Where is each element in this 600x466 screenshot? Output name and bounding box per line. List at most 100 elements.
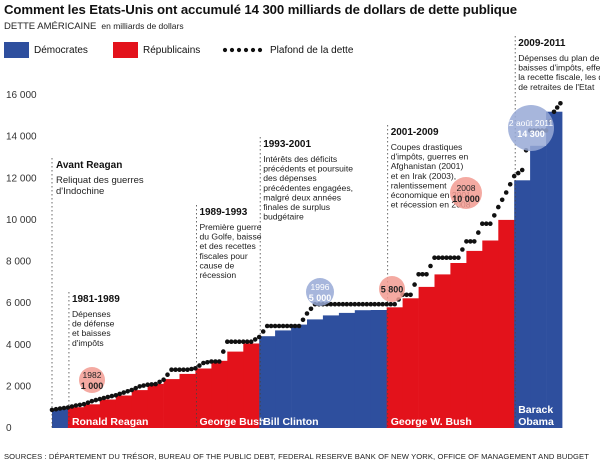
- debt-ceiling-dot: [432, 255, 437, 260]
- debt-ceiling-dot: [468, 239, 473, 244]
- legend-label-democrat: Démocrates: [34, 45, 88, 56]
- debt-ceiling-dot: [424, 272, 429, 277]
- debt-bar: [291, 324, 308, 428]
- y-tick-label: 8 000: [6, 257, 31, 268]
- debt-ceiling-dot: [496, 204, 501, 210]
- y-tick-label: 0: [6, 423, 12, 434]
- annotation-text: Dépenses de défense et baisses d'impôts: [72, 309, 115, 348]
- debt-ceiling-dot: [368, 301, 374, 307]
- debt-ceiling-dot: [129, 387, 134, 393]
- debt-ceiling-dot: [117, 391, 122, 397]
- y-tick-label: 6 000: [6, 298, 31, 309]
- debt-ceiling-dot: [276, 323, 282, 329]
- debt-ceiling-dot: [480, 221, 485, 226]
- presidency-label: George W. Bush: [391, 416, 472, 428]
- legend-ceiling-dot: [229, 47, 235, 53]
- milestone-bubble: [508, 105, 554, 151]
- debt-ceiling-dot: [340, 301, 346, 307]
- annotation-title: Avant Reagan: [56, 160, 122, 171]
- legend-label-republican: Républicains: [143, 45, 200, 56]
- debt-bar: [498, 219, 515, 428]
- debt-ceiling-dot: [336, 301, 342, 307]
- legend-ceiling-dot: [257, 47, 263, 53]
- debt-bar: [402, 298, 419, 428]
- debt-ceiling-dot: [97, 396, 103, 402]
- debt-ceiling-dot: [133, 385, 138, 391]
- sources-note: SOURCES : DÉPARTEMENT DU TRÉSOR, BUREAU …: [4, 452, 589, 461]
- debt-ceiling-dot: [205, 360, 210, 365]
- debt-bar: [99, 399, 117, 428]
- debt-ceiling-dot: [388, 301, 394, 307]
- chart-subtitle: DETTE AMÉRICAINE en milliards de dollars: [4, 21, 184, 32]
- debt-bar: [275, 330, 292, 428]
- debt-ceiling-dot: [332, 301, 338, 307]
- legend-ceiling-dot: [236, 47, 242, 53]
- debt-ceiling-dot: [264, 323, 270, 329]
- debt-ceiling-dot: [177, 367, 182, 373]
- debt-ceiling-dot: [364, 301, 370, 307]
- debt-bar: [418, 286, 435, 428]
- debt-ceiling-dot: [109, 393, 115, 399]
- debt-ceiling-dot: [260, 329, 266, 334]
- annotation-text: Reliquat des guerres d'Indochine: [56, 175, 144, 197]
- debt-ceiling-dot: [248, 339, 254, 345]
- debt-ceiling-dot: [420, 272, 425, 277]
- debt-ceiling-dot: [344, 301, 350, 307]
- debt-ceiling-dot: [105, 394, 111, 400]
- debt-bar: [211, 360, 228, 428]
- milestone-bubble: [79, 367, 105, 393]
- legend-swatch-republican: [113, 42, 138, 58]
- debt-bar: [227, 351, 244, 428]
- legend-ceiling-dot: [243, 47, 249, 53]
- debt-ceiling-dot: [511, 173, 517, 179]
- debt-ceiling-dot: [65, 405, 71, 410]
- debt-ceiling-dot: [404, 292, 409, 298]
- debt-bar: [307, 319, 324, 428]
- milestone-bubble: [450, 177, 482, 209]
- debt-ceiling-dot: [507, 182, 513, 187]
- debt-ceiling-dot: [280, 323, 286, 329]
- debt-ceiling-dot: [252, 337, 258, 342]
- debt-ceiling-dot: [288, 323, 294, 329]
- debt-bar: [259, 336, 276, 428]
- debt-bar: [450, 263, 467, 428]
- debt-ceiling-dot: [416, 272, 421, 277]
- debt-ceiling-dot: [233, 339, 238, 345]
- debt-ceiling-dot: [209, 359, 214, 364]
- milestone-bubble: [306, 278, 334, 306]
- debt-bar: [546, 111, 563, 428]
- legend-swatch-democrat: [4, 42, 29, 58]
- debt-ceiling-dot: [49, 407, 55, 413]
- debt-ceiling-dot: [452, 255, 457, 260]
- subtitle-text: DETTE AMÉRICAINE: [4, 21, 97, 32]
- debt-ceiling-dot: [113, 393, 119, 398]
- debt-ceiling-dot: [484, 221, 489, 226]
- debt-ceiling-dot: [165, 372, 170, 378]
- annotation-title: 2009-2011: [518, 38, 566, 49]
- debt-bar: [322, 315, 340, 428]
- annotation-title: 1989-1993: [199, 207, 247, 218]
- debt-ceiling-dot: [237, 339, 242, 345]
- debt-ceiling-dot: [372, 301, 378, 307]
- debt-ceiling-dot: [201, 360, 206, 366]
- debt-ceiling-dot: [472, 239, 477, 244]
- chart-title: Comment les Etats-Unis ont accumulé 14 3…: [4, 2, 517, 17]
- debt-ceiling-dot: [376, 301, 382, 307]
- debt-bar: [67, 407, 85, 428]
- debt-bar: [466, 250, 483, 428]
- debt-ceiling-dot: [476, 230, 481, 235]
- debt-ceiling-dot: [456, 255, 461, 260]
- debt-ceiling-dot: [53, 406, 59, 412]
- debt-ceiling-dot: [193, 366, 198, 371]
- debt-ceiling-dot: [380, 301, 386, 307]
- debt-ceiling-dot: [121, 390, 126, 395]
- presidency-label: Bill Clinton: [263, 416, 318, 428]
- annotation-title: 2001-2009: [391, 127, 439, 138]
- y-tick-label: 16 000: [6, 90, 37, 101]
- debt-ceiling-dot: [244, 339, 250, 345]
- legend-label-ceiling: Plafond de la dette: [270, 45, 354, 56]
- debt-ceiling-dot: [81, 401, 87, 407]
- debt-ceiling-dot: [149, 382, 154, 387]
- debt-ceiling-dot: [444, 255, 449, 260]
- debt-ceiling-dot: [284, 323, 290, 329]
